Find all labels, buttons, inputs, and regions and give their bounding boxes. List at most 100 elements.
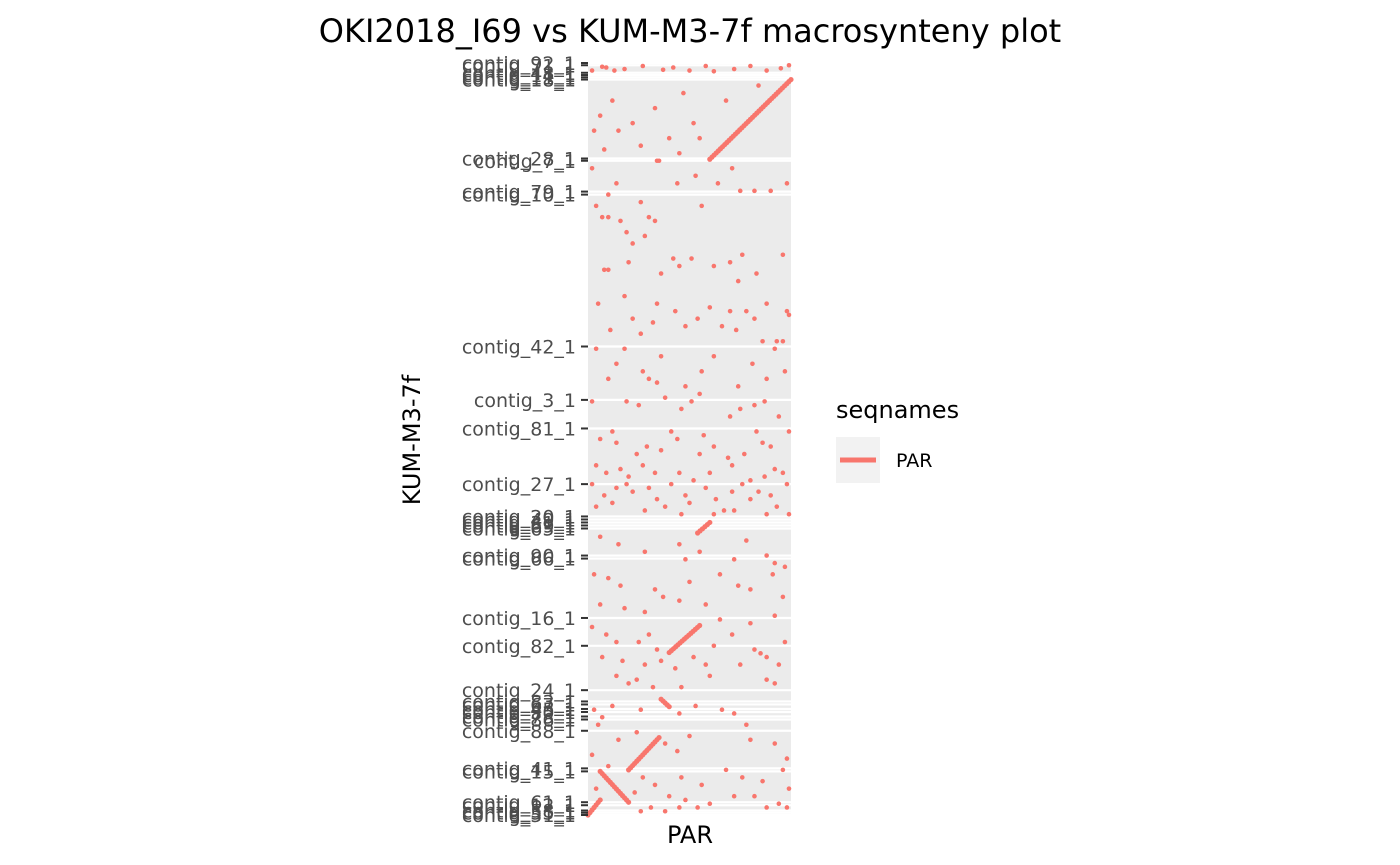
data-point-42 xyxy=(768,188,773,194)
y-tick-label-contig_49_1: contig_49_1 xyxy=(462,509,576,531)
y-tick-label-contig_42_1: contig_42_1 xyxy=(462,337,576,359)
data-point-39 xyxy=(729,165,735,171)
data-point-193 xyxy=(652,587,658,592)
data-point-257 xyxy=(606,763,611,769)
data-point-171 xyxy=(610,500,615,506)
data-point-58 xyxy=(677,263,682,269)
data-point-97 xyxy=(614,361,619,367)
data-point-54 xyxy=(630,241,635,246)
synteny-run-6-point xyxy=(626,799,632,805)
data-point-123 xyxy=(644,444,650,449)
data-point-247 xyxy=(595,722,601,728)
y-tick-label-contig_90_1: contig_90_1 xyxy=(462,546,576,568)
synteny-run-2-point xyxy=(707,519,713,526)
synteny-points xyxy=(589,62,792,814)
data-point-61 xyxy=(727,259,733,265)
data-point-75 xyxy=(744,308,749,314)
y-tick-label-contig_28_1: contig_28_1 xyxy=(462,149,576,171)
data-point-16 xyxy=(786,62,792,68)
data-point-185 xyxy=(731,557,737,562)
data-point-103 xyxy=(735,384,741,389)
y-tick-label-contig_12_1: contig_12_1 xyxy=(462,795,576,817)
data-point-259 xyxy=(652,782,658,788)
data-point-242 xyxy=(677,711,682,716)
data-point-150 xyxy=(589,481,595,487)
data-point-25 xyxy=(723,98,729,103)
data-point-244 xyxy=(719,707,725,713)
data-point-216 xyxy=(711,643,717,649)
data-point-158 xyxy=(683,493,688,498)
data-point-265 xyxy=(780,767,786,773)
data-point-152 xyxy=(614,485,619,491)
data-point-78 xyxy=(786,312,792,318)
data-point-226 xyxy=(703,662,709,667)
y-tick-label-contig_41_1: contig_41_1 xyxy=(462,758,576,780)
data-point-82 xyxy=(650,320,656,325)
legend-title: seqnames xyxy=(836,396,959,424)
data-point-277 xyxy=(638,808,644,814)
data-point-12 xyxy=(731,66,737,72)
data-point-62 xyxy=(739,252,745,258)
data-point-168 xyxy=(774,504,780,509)
y-tick-label-contig_11_1: contig_11_1 xyxy=(462,67,576,89)
synteny-run-4-point xyxy=(666,704,672,710)
data-point-125 xyxy=(668,429,674,434)
data-point-94 xyxy=(772,346,778,352)
data-point-155 xyxy=(646,485,652,491)
data-point-36 xyxy=(675,181,680,186)
data-point-245 xyxy=(731,711,737,716)
data-point-106 xyxy=(782,369,788,374)
chart-title: OKI2018_I69 vs KUM-M3-7f macrosynteny pl… xyxy=(319,12,1061,50)
data-point-105 xyxy=(764,376,769,382)
data-point-201 xyxy=(677,598,682,603)
data-point-190 xyxy=(591,572,597,577)
data-point-93 xyxy=(711,353,717,359)
data-point-4 xyxy=(612,68,617,73)
y-tick-label-contig_66_1: contig_66_1 xyxy=(462,549,576,571)
data-point-110 xyxy=(662,395,668,400)
data-point-204 xyxy=(622,605,627,611)
data-point-228 xyxy=(758,651,763,656)
y-tick-label-contig_7_1: contig_7_1 xyxy=(474,151,576,173)
data-point-85 xyxy=(719,323,725,329)
data-point-217 xyxy=(729,632,735,637)
data-point-203 xyxy=(597,602,603,607)
data-point-71 xyxy=(654,301,660,306)
data-point-24 xyxy=(691,120,696,126)
data-point-115 xyxy=(737,406,743,412)
data-point-243 xyxy=(693,703,698,709)
data-point-74 xyxy=(727,308,733,314)
data-point-210 xyxy=(603,632,609,637)
data-point-178 xyxy=(786,511,792,517)
data-point-191 xyxy=(606,575,611,581)
data-point-112 xyxy=(689,399,694,404)
data-point-270 xyxy=(683,797,688,803)
data-point-3 xyxy=(603,65,609,70)
data-point-211 xyxy=(614,639,619,645)
data-point-73 xyxy=(707,305,713,310)
y-tick-label-contig_31_1: contig_31_1 xyxy=(462,512,576,534)
data-point-128 xyxy=(701,432,707,438)
y-tick-label-contig_48_1: contig_48_1 xyxy=(462,63,576,85)
data-point-174 xyxy=(679,511,684,517)
data-point-251 xyxy=(675,748,680,754)
data-point-156 xyxy=(654,496,660,502)
data-point-231 xyxy=(626,681,631,686)
data-point-5 xyxy=(622,66,627,72)
data-point-1 xyxy=(589,68,595,73)
data-point-229 xyxy=(776,662,782,667)
data-point-30 xyxy=(616,128,621,133)
data-point-92 xyxy=(658,353,664,359)
y-tick-label-contig_65_1: contig_65_1 xyxy=(462,518,576,540)
data-point-50 xyxy=(618,218,623,224)
data-point-96 xyxy=(606,376,611,382)
data-point-227 xyxy=(737,662,743,667)
data-point-166 xyxy=(756,489,761,494)
y-tick-label-contig_69_1: contig_69_1 xyxy=(462,515,576,537)
data-point-241 xyxy=(638,707,644,713)
data-point-41 xyxy=(752,188,757,194)
data-point-99 xyxy=(646,376,652,382)
data-point-232 xyxy=(634,677,640,682)
data-point-218 xyxy=(752,647,757,652)
synteny-run-1-point xyxy=(788,76,794,83)
